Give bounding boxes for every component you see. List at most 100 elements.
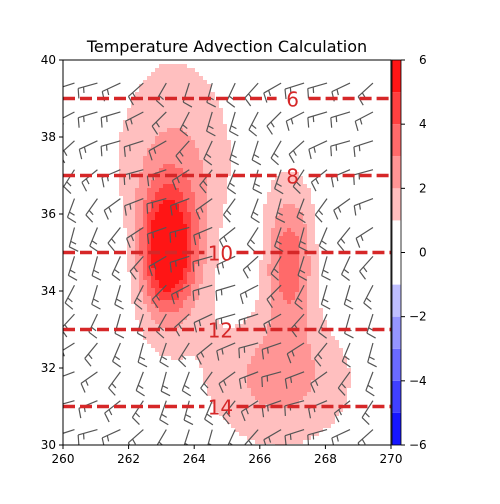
advection-cell: [79, 184, 84, 189]
advection-cell: [155, 400, 160, 405]
advection-cell: [191, 284, 196, 289]
advection-cell: [175, 180, 180, 185]
advection-cell: [251, 280, 256, 285]
advection-cell: [159, 228, 164, 233]
advection-cell: [263, 68, 268, 73]
advection-cell: [207, 304, 212, 309]
advection-cell: [103, 80, 108, 85]
advection-cell: [187, 188, 192, 193]
advection-cell: [67, 312, 72, 317]
advection-cell: [203, 84, 208, 89]
advection-cell: [263, 296, 268, 301]
advection-cell: [175, 344, 180, 349]
advection-cell: [227, 292, 232, 297]
advection-cell: [103, 268, 108, 273]
advection-cell: [143, 384, 148, 389]
advection-cell: [259, 72, 264, 77]
advection-cell: [143, 240, 148, 245]
advection-cell: [199, 164, 204, 169]
advection-cell: [247, 60, 252, 65]
advection-cell: [159, 240, 164, 245]
advection-cell: [107, 292, 112, 297]
advection-cell: [159, 372, 164, 377]
advection-cell: [171, 420, 176, 425]
advection-cell: [71, 208, 76, 213]
advection-cell: [203, 148, 208, 153]
advection-cell: [239, 176, 244, 181]
advection-cell: [259, 380, 264, 385]
advection-cell: [187, 224, 192, 229]
advection-cell: [231, 216, 236, 221]
advection-cell: [203, 388, 208, 393]
advection-cell: [175, 440, 180, 445]
advection-cell: [223, 132, 228, 137]
advection-cell: [67, 132, 72, 137]
advection-cell: [123, 236, 128, 241]
advection-cell: [227, 148, 232, 153]
advection-cell: [115, 380, 120, 385]
advection-cell: [247, 348, 252, 353]
advection-cell: [123, 104, 128, 109]
advection-cell: [171, 60, 176, 65]
advection-cell: [191, 432, 196, 437]
advection-cell: [179, 68, 184, 73]
advection-cell: [223, 100, 228, 105]
advection-cell: [263, 396, 268, 401]
advection-cell: [131, 380, 136, 385]
advection-cell: [155, 120, 160, 125]
advection-cell: [123, 136, 128, 141]
advection-cell: [179, 388, 184, 393]
advection-cell: [195, 268, 200, 273]
advection-cell: [103, 72, 108, 77]
advection-cell: [143, 296, 148, 301]
advection-cell: [135, 164, 140, 169]
advection-cell: [223, 176, 228, 181]
advection-cell: [175, 328, 180, 333]
advection-cell: [123, 284, 128, 289]
advection-cell: [239, 168, 244, 173]
advection-cell: [119, 412, 124, 417]
advection-cell: [103, 124, 108, 129]
advection-cell: [103, 380, 108, 385]
advection-cell: [199, 440, 204, 445]
advection-cell: [239, 156, 244, 161]
advection-cell: [211, 288, 216, 293]
advection-cell: [251, 268, 256, 273]
advection-cell: [83, 72, 88, 77]
advection-cell: [95, 188, 100, 193]
advection-cell: [263, 348, 268, 353]
advection-cell: [179, 332, 184, 337]
advection-cell: [255, 380, 260, 385]
advection-cell: [151, 216, 156, 221]
advection-cell: [143, 120, 148, 125]
advection-cell: [67, 436, 72, 441]
advection-cell: [263, 340, 268, 345]
advection-cell: [199, 392, 204, 397]
advection-cell: [183, 400, 188, 405]
advection-cell: [75, 264, 80, 269]
advection-cell: [151, 124, 156, 129]
advection-cell: [183, 200, 188, 205]
advection-cell: [131, 124, 136, 129]
advection-cell: [83, 352, 88, 357]
advection-cell: [143, 344, 148, 349]
advection-cell: [103, 280, 108, 285]
advection-cell: [263, 408, 268, 413]
advection-cell: [83, 424, 88, 429]
advection-cell: [75, 280, 80, 285]
advection-cell: [183, 224, 188, 229]
advection-cell: [123, 292, 128, 297]
advection-cell: [71, 412, 76, 417]
advection-cell: [163, 248, 168, 253]
advection-cell: [231, 308, 236, 313]
advection-cell: [243, 392, 248, 397]
advection-cell: [151, 264, 156, 269]
advection-cell: [159, 312, 164, 317]
advection-cell: [171, 192, 176, 197]
advection-cell: [223, 148, 228, 153]
advection-cell: [263, 220, 268, 225]
advection-cell: [99, 140, 104, 145]
advection-cell: [135, 248, 140, 253]
advection-cell: [191, 320, 196, 325]
advection-cell: [139, 400, 144, 405]
